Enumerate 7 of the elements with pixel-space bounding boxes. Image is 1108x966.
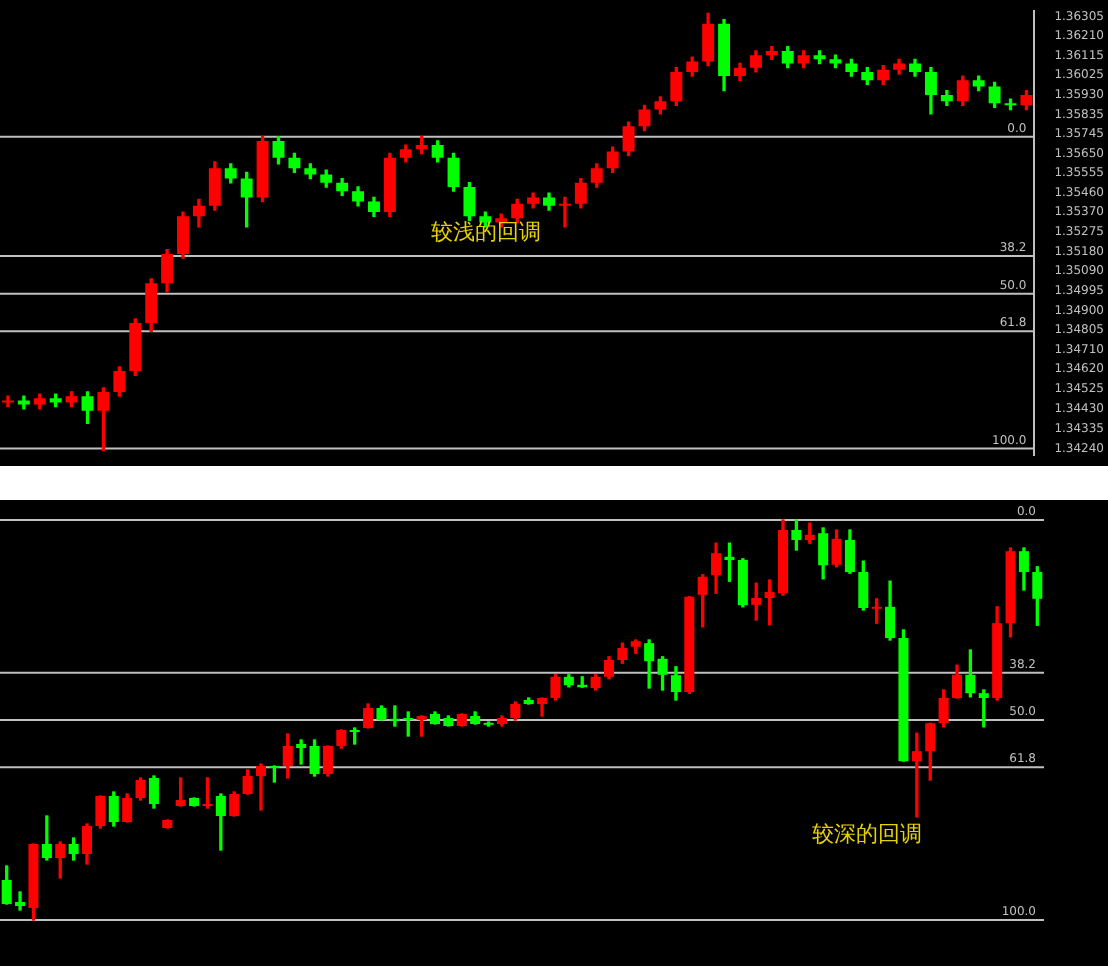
candlestick [255, 763, 267, 811]
candlestick [911, 732, 922, 818]
candlestick [1, 395, 14, 408]
annotation: 较深的回调 [811, 821, 922, 848]
annotation: 较浅的回调 [431, 218, 542, 245]
candlestick [296, 739, 307, 765]
candlestick [558, 196, 571, 228]
